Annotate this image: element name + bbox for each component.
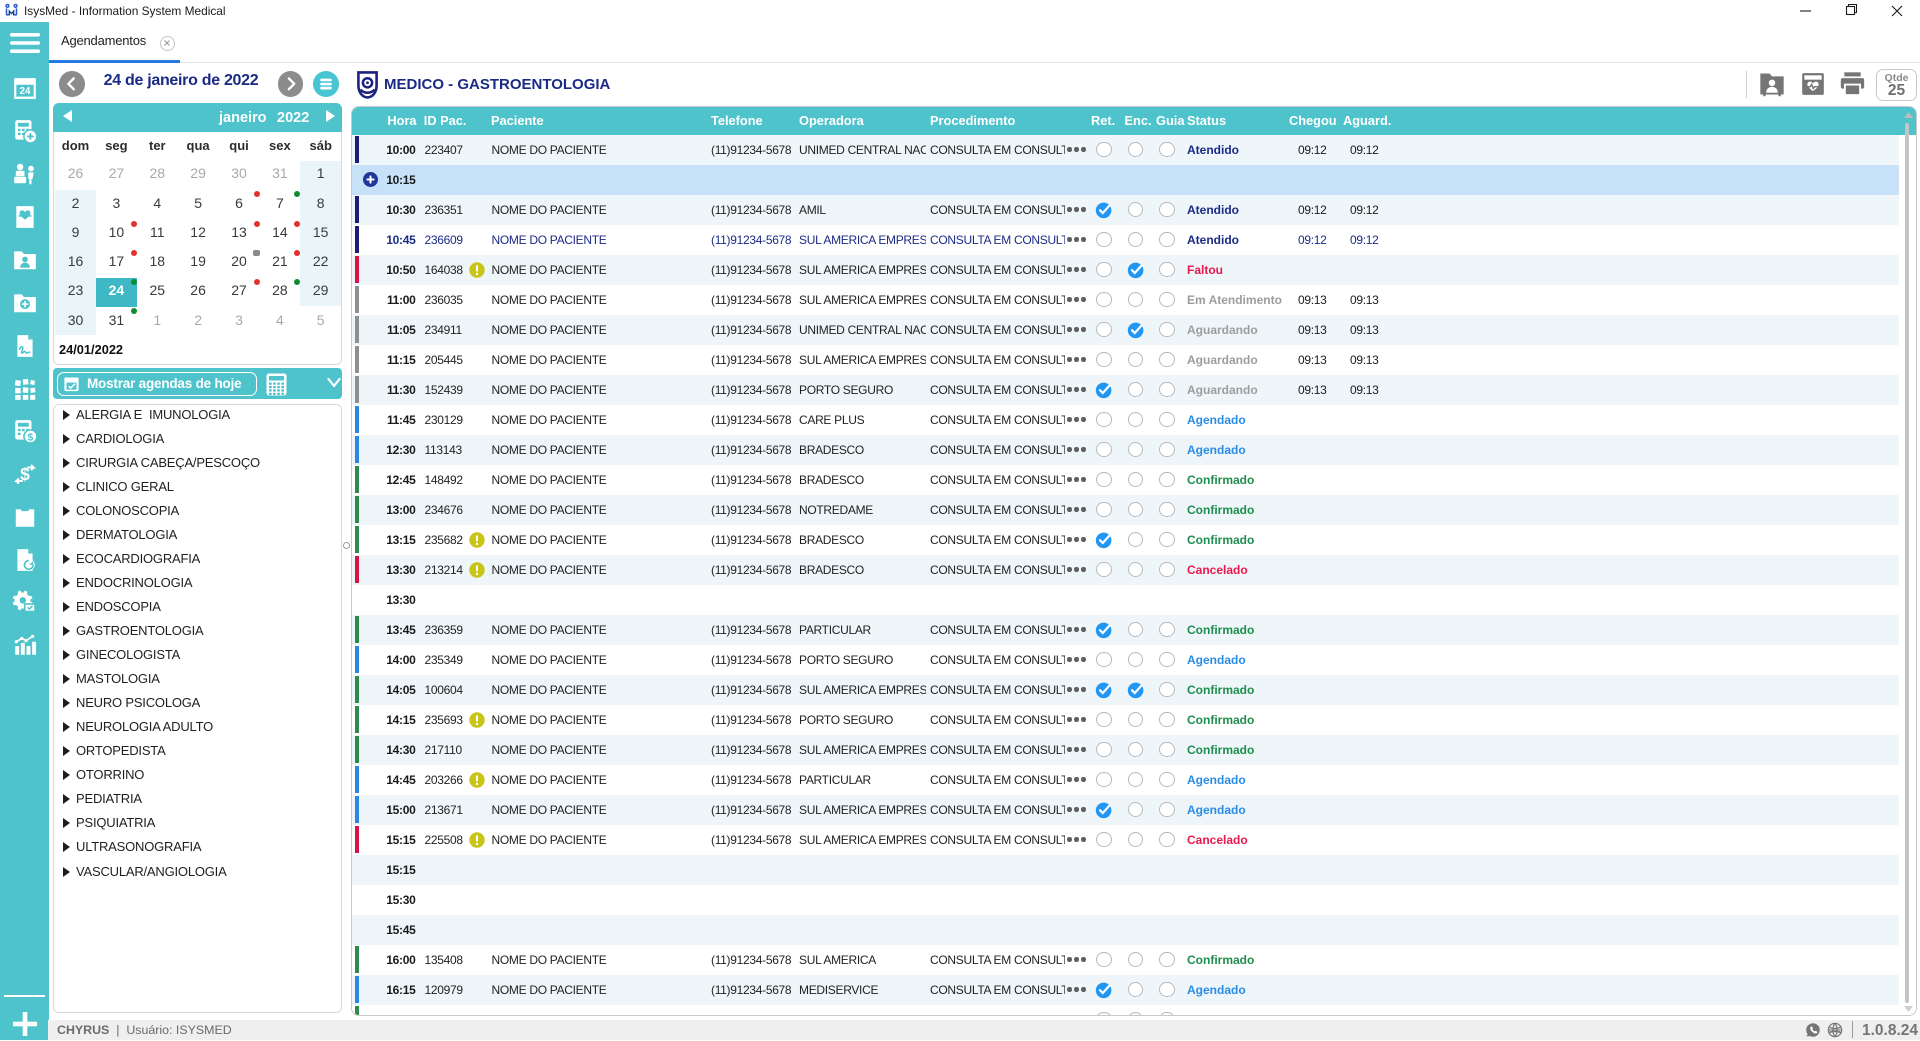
svg-text:24: 24	[19, 86, 30, 97]
svg-text:$: $	[20, 464, 30, 484]
svg-text:www: www	[1828, 1028, 1841, 1034]
svg-text:$: $	[27, 432, 33, 443]
